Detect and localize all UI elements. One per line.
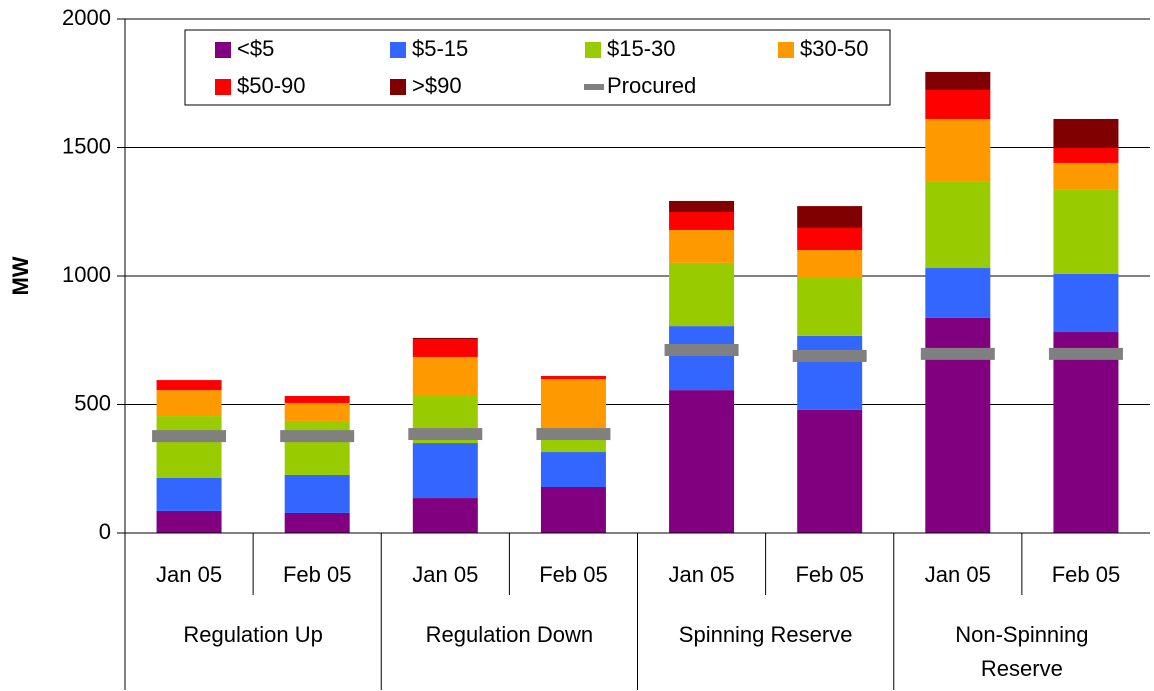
bar-segment [1053, 332, 1119, 533]
bar-segment [1053, 118, 1119, 149]
x-tick-label: Jan 05 [925, 562, 991, 587]
bar-segment [156, 510, 222, 533]
procured-marker [408, 428, 483, 441]
bar-segment [412, 337, 478, 339]
bar-segment [797, 250, 863, 278]
group-label: Spinning Reserve [678, 622, 853, 647]
bar-segment [540, 452, 606, 487]
bar-segment [669, 326, 735, 391]
bar-segment [284, 512, 350, 533]
procured-marker [536, 428, 611, 441]
bar-segment [925, 71, 991, 90]
x-tick-label: Jan 05 [669, 562, 735, 587]
bar-segment [412, 338, 478, 357]
x-tick-label: Jan 05 [156, 562, 222, 587]
legend-box [184, 29, 891, 106]
legend-label: $50-90 [237, 73, 306, 98]
y-tick-label: 1500 [62, 133, 111, 158]
bar-segment [1053, 162, 1119, 190]
legend-swatch [778, 42, 794, 58]
legend-label: <$5 [237, 36, 274, 61]
y-tick-label: 2000 [62, 5, 111, 30]
bar-segment [156, 416, 222, 479]
procured-marker [152, 430, 227, 443]
x-tick-label: Feb 05 [795, 562, 864, 587]
legend-label: Procured [607, 73, 696, 98]
bar-segment [284, 420, 350, 475]
legend-label: $30-50 [800, 36, 869, 61]
bar-segment [284, 402, 350, 421]
procured-marker [792, 349, 867, 362]
legend-label: >$90 [412, 73, 462, 98]
bar-segment [1053, 189, 1119, 274]
bar-segment [156, 380, 222, 391]
y-tick-label: 500 [74, 390, 111, 415]
bar-segment [156, 478, 222, 511]
bar-segment [540, 375, 606, 380]
bar-segment [669, 200, 735, 213]
bar-segment [925, 89, 991, 119]
bar-segment [540, 486, 606, 533]
legend-swatch [215, 79, 231, 95]
y-tick-label: 1000 [62, 262, 111, 287]
legend-swatch [584, 84, 604, 90]
bar-segment [1053, 273, 1119, 333]
legend: <$5 $5-15 $15-30 $30-50 $50-90 >$90 Procured [184, 29, 891, 106]
legend-label: $15-30 [607, 36, 676, 61]
y-tick-label: 0 [99, 519, 111, 544]
x-tick-label: Feb 05 [539, 562, 608, 587]
procured-marker [664, 344, 739, 357]
bar-segment [925, 118, 991, 182]
y-axis-label: MW [8, 256, 33, 295]
bar-segment [925, 181, 991, 269]
bar-segment [284, 396, 350, 403]
bar-segment [797, 335, 863, 410]
legend-swatch [390, 42, 406, 58]
legend-swatch [215, 42, 231, 58]
bar-segment [669, 229, 735, 263]
group-label: Non-Spinning Reserve [955, 622, 1089, 681]
group-label: Regulation Down [425, 622, 594, 647]
procured-marker [920, 347, 995, 360]
x-tick-label: Jan 05 [412, 562, 478, 587]
x-tick-label: Feb 05 [283, 562, 352, 587]
bar-segment [156, 390, 222, 417]
bar-segment [925, 268, 991, 318]
bar-segment [797, 206, 863, 228]
bar-segment [284, 474, 350, 513]
bar-segment [797, 409, 863, 533]
bar-segment [1053, 148, 1119, 163]
bar-segment [540, 439, 606, 453]
legend-label: $5-15 [412, 36, 468, 61]
bar-segment [797, 277, 863, 336]
bar-segment [412, 443, 478, 499]
bar-segment [669, 390, 735, 533]
bar-segment [797, 227, 863, 251]
bar-segment [412, 498, 478, 533]
x-tick-label: Feb 05 [1052, 562, 1121, 587]
legend-swatch [390, 79, 406, 95]
group-label: Regulation Up [183, 622, 323, 647]
procured-marker [1048, 347, 1123, 360]
procured-marker [280, 430, 355, 443]
bar-segment [669, 212, 735, 230]
bar-segment [412, 356, 478, 397]
bar-segment [669, 262, 735, 327]
legend-swatch [585, 42, 601, 58]
